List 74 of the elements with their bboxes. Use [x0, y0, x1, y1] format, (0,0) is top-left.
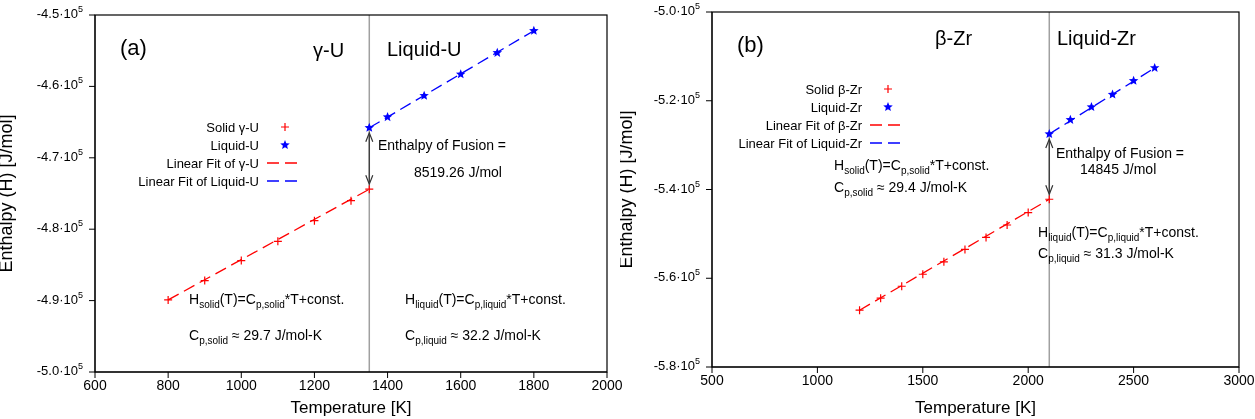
annotation: Liquid-U	[387, 38, 462, 61]
x-tick-label: 1600	[445, 376, 477, 393]
annotation: C$_{p,solid}$ ≈ 29.4 J/mol-K	[834, 178, 968, 199]
point	[1002, 220, 1012, 230]
annotation: H$_{solid}$(T)=C$_{p,solid}$*T+const.	[189, 290, 345, 311]
x-tick-label: 1800	[518, 376, 550, 393]
y-axis-title: Enthalpy (H) [J/mol]	[616, 110, 637, 269]
annotation: H$_{solid}$(T)=C$_{p,solid}$*T+const.	[834, 156, 990, 177]
x-tick-label: 1500	[907, 371, 939, 388]
legend-label: Linear Fit of γ-U	[166, 155, 259, 171]
annotation: Enthalpy of Fusion =	[378, 136, 507, 153]
legend-label: Liquid-U	[210, 137, 259, 153]
legend-label: Solid β-Zr	[805, 81, 862, 97]
point	[960, 244, 970, 255]
annotation: H$_{liquid}$(T)=C$_{p,liquid}$*T+const.	[1038, 223, 1199, 244]
x-tick-label: 600	[83, 376, 107, 393]
point	[1065, 114, 1076, 124]
y-tick-label: -5.0·10$^{5}$	[653, 1, 700, 19]
y-tick-label: -5.8·10$^{5}$	[653, 356, 700, 374]
y-tick-label: -5.0·10$^{5}$	[36, 361, 83, 379]
point	[419, 90, 429, 100]
point	[529, 25, 539, 35]
point	[364, 122, 375, 132]
point	[273, 236, 283, 246]
point	[1044, 129, 1055, 139]
y-tick-label: -4.9·10$^{5}$	[36, 289, 83, 308]
text: (b)	[737, 32, 764, 57]
x-axis-title: Temperature [K]	[290, 398, 412, 417]
point	[1086, 101, 1097, 112]
y-tick-label: -4.8·10$^{5}$	[36, 218, 83, 236]
point	[346, 196, 356, 206]
point	[981, 232, 991, 243]
point	[1128, 75, 1139, 85]
annotation: H$_{liquid}$(T)=C$_{p,liquid}$*T+const.	[405, 290, 566, 311]
x-tick-label: 3000	[1223, 371, 1255, 388]
point	[163, 295, 173, 305]
x-tick-label: 1000	[225, 376, 258, 393]
x-tick-label: 800	[156, 376, 181, 393]
point	[1107, 89, 1118, 99]
y-tick-label: -5.2·10$^{5}$	[653, 90, 700, 108]
annotation: 14845 J/mol	[1080, 160, 1157, 177]
y-tick-label: -4.7·10$^{5}$	[36, 147, 83, 165]
annotation: 8519.26 J/mol	[414, 163, 502, 180]
y-axis-title: Enthalpy (H) [J/mol]	[0, 114, 17, 273]
annotation: β-Zr	[935, 27, 973, 50]
legend-label: Liquid-Zr	[810, 99, 862, 115]
y-tick-label: -4.5·10$^{5}$	[36, 4, 83, 22]
x-axis-title: Temperature [K]	[915, 398, 1036, 417]
annotation: C$_{p,liquid}$ ≈ 31.3 J/mol-K	[1038, 244, 1175, 265]
x-tick-label: 500	[700, 371, 724, 388]
annotation: Enthalpy of Fusion =	[1056, 144, 1185, 161]
point	[1149, 62, 1160, 72]
y-tick-label: -5.4·10$^{5}$	[653, 178, 700, 196]
x-tick-label: 2000	[1012, 371, 1044, 388]
legend-label: Linear Fit of Liquid-U	[138, 173, 259, 189]
point	[939, 257, 949, 267]
x-tick-label: 1000	[801, 371, 834, 388]
y-tick-label: -4.6·10$^{5}$	[36, 75, 83, 93]
point	[455, 69, 466, 79]
text: (a)	[120, 35, 147, 60]
x-tick-label: 2000	[591, 376, 623, 393]
x-tick-label: 1200	[298, 376, 331, 393]
point	[492, 47, 503, 57]
x-tick-label: 1400	[371, 376, 404, 393]
point	[382, 112, 393, 122]
annotation: Liquid-Zr	[1057, 27, 1137, 50]
legend-label: Linear Fit of β-Zr	[765, 117, 862, 133]
y-tick-label: -5.6·10$^{5}$	[653, 267, 700, 285]
legend-label: Linear Fit of Liquid-Zr	[738, 135, 862, 151]
legend-label: Solid γ-U	[206, 119, 259, 135]
x-tick-label: 2500	[1118, 371, 1150, 388]
annotation: C$_{p,liquid}$ ≈ 32.2 J/mol-K	[405, 326, 542, 347]
annotation: C$_{p,solid}$ ≈ 29.7 J/mol-K	[189, 326, 323, 347]
annotation: γ-U	[313, 39, 345, 62]
